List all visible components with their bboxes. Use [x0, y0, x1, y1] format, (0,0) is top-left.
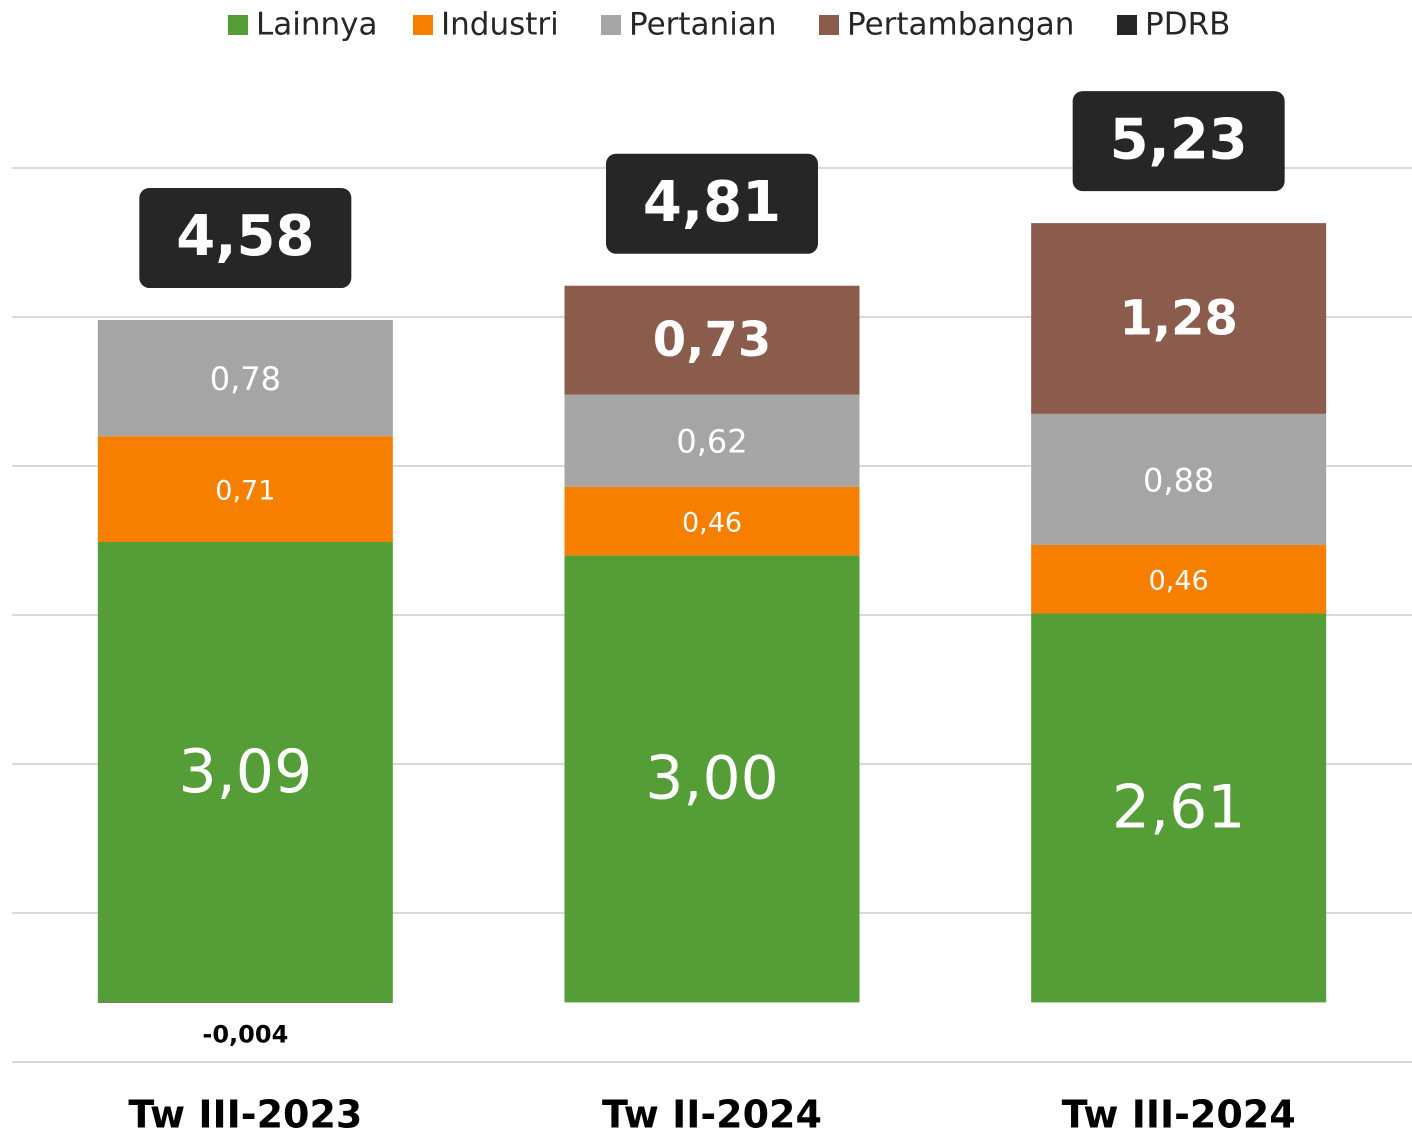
bar-segment: [1031, 413, 1327, 545]
total-box: [606, 153, 818, 254]
bar-segment: [97, 436, 393, 542]
legend-label: Pertambangan: [847, 7, 1074, 43]
legend-label: Pertanian: [629, 7, 776, 43]
legend-label: PDRB: [1145, 7, 1230, 43]
data-label: 0,88: [1143, 461, 1214, 499]
bar-segment: [1031, 544, 1327, 614]
total-label: 4,81: [643, 170, 781, 235]
data-label: 0,71: [215, 476, 275, 507]
x-tick-label: Tw III-2023: [128, 1093, 362, 1137]
data-label: 3,09: [179, 737, 313, 807]
legend-label: Industri: [441, 7, 559, 43]
bar-segment: [97, 1002, 393, 1003]
data-label: 0,46: [1149, 566, 1209, 597]
legend-swatch: [601, 15, 621, 35]
x-tick-label: Tw II-2024: [602, 1093, 822, 1137]
data-label: -0,004: [202, 1020, 288, 1048]
bar-segment: [97, 541, 393, 1003]
total-label: 4,58: [176, 204, 314, 269]
bar-segment: [564, 394, 860, 487]
legend-swatch: [413, 15, 433, 35]
bar-segment: [1031, 223, 1327, 414]
bar-segment: [564, 555, 860, 1003]
data-label: 1,28: [1119, 290, 1237, 346]
data-label: 0,73: [653, 312, 771, 368]
bar-segment: [564, 486, 860, 556]
legend-swatch: [819, 15, 839, 35]
data-label: 2,61: [1112, 773, 1246, 843]
x-tick-label: Tw III-2024: [1062, 1093, 1296, 1137]
data-label: 0,46: [682, 508, 742, 539]
total-box: [139, 187, 352, 288]
legend-swatch: [228, 15, 248, 35]
bar-segment: [564, 285, 860, 395]
data-label: 3,00: [645, 743, 779, 813]
data-label: 0,62: [676, 423, 747, 461]
bar-segment: [97, 319, 393, 437]
total-label: 5,23: [1110, 107, 1248, 172]
data-label: 0,78: [210, 360, 281, 398]
legend-swatch: [1117, 15, 1137, 35]
legend-label: Lainnya: [256, 7, 378, 43]
total-box: [1072, 91, 1285, 192]
bar-segment: [1031, 613, 1327, 1003]
